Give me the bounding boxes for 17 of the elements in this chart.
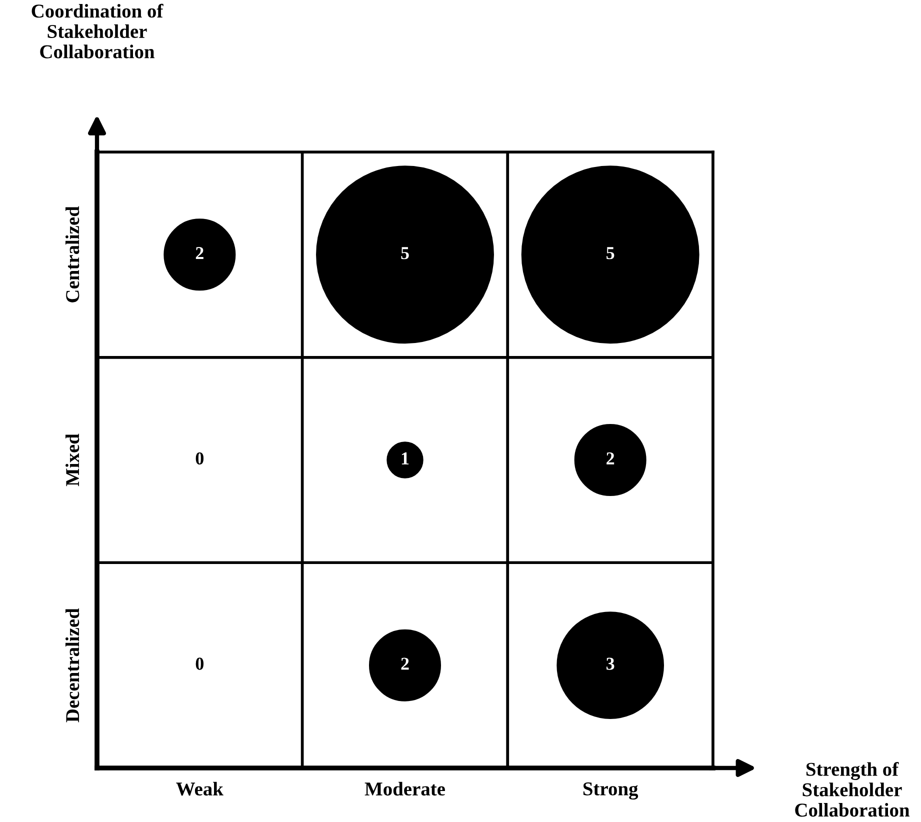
y-tick-label: Mixed xyxy=(65,434,80,486)
data-label: 5 xyxy=(606,247,614,260)
x-tick-label: Weak xyxy=(176,782,224,796)
y-axis-title: Coordination of Stakeholder Collaboration xyxy=(32,4,164,58)
y-tick-label: Decentralized xyxy=(65,608,80,722)
data-label: 5 xyxy=(401,247,409,260)
data-label: 0 xyxy=(196,452,204,465)
data-label: 2 xyxy=(606,452,614,464)
data-label: 2 xyxy=(196,247,204,260)
data-label: 1 xyxy=(402,452,409,464)
x-tick-label: Moderate xyxy=(364,782,445,796)
data-label: 0 xyxy=(196,658,204,670)
data-label: 2 xyxy=(401,658,409,670)
data-label: 3 xyxy=(606,658,614,670)
y-tick-label: Centralized xyxy=(65,206,80,302)
x-tick-label: Strong xyxy=(583,782,638,800)
x-axis-title: Strength of Stakeholder Collaboration xyxy=(795,762,910,817)
